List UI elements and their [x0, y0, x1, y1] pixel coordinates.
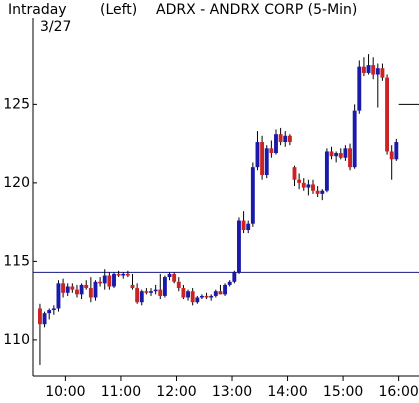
- candle-body: [297, 179, 302, 183]
- candle-body: [213, 291, 218, 296]
- candle-body: [56, 283, 61, 309]
- x-tick-label: 11:00: [101, 384, 141, 400]
- candle-body: [84, 284, 89, 289]
- candle-body: [264, 148, 269, 176]
- candle-body: [51, 308, 56, 311]
- candle-body: [107, 275, 112, 287]
- candle-body: [47, 310, 52, 314]
- candle-body: [343, 148, 348, 158]
- candle-body: [348, 148, 352, 168]
- candle-body: [385, 77, 390, 152]
- candle-body: [260, 142, 265, 176]
- candle-body: [125, 273, 130, 276]
- candle-body: [366, 65, 371, 73]
- candle-body: [79, 284, 84, 295]
- candle-body: [338, 153, 343, 158]
- period-label: Intraday: [8, 2, 67, 18]
- candle-body: [98, 281, 103, 284]
- candle-body: [88, 288, 93, 298]
- x-tick-label: 12:00: [156, 384, 196, 400]
- candle-body: [176, 281, 181, 289]
- candle-body: [153, 289, 158, 292]
- candle-body: [158, 289, 163, 296]
- candle-body: [195, 297, 200, 303]
- candle-body: [380, 68, 385, 78]
- x-tick-label: 10:00: [45, 384, 85, 400]
- candle-body: [223, 284, 228, 295]
- candle-body: [116, 273, 121, 276]
- candle-body: [311, 184, 315, 191]
- candle-body: [361, 66, 366, 73]
- candle-body: [139, 291, 144, 303]
- candle-body: [209, 295, 214, 298]
- candle-body: [75, 289, 79, 295]
- candle-body: [237, 220, 241, 273]
- candle-body: [269, 148, 274, 154]
- x-tick-label: 13:00: [212, 384, 252, 400]
- date-label: 3/27: [40, 19, 71, 35]
- candle-body: [186, 291, 190, 298]
- chart-title: ADRX - ANDRX CORP (5-Min): [156, 2, 357, 18]
- candle-body: [204, 295, 209, 298]
- candle-body: [70, 286, 75, 290]
- candle-body: [334, 153, 339, 157]
- candle-body: [324, 151, 329, 191]
- candle-body: [65, 286, 70, 293]
- candle-body: [315, 190, 320, 194]
- candle-body: [93, 281, 98, 298]
- candle-body: [167, 273, 172, 278]
- candle-body: [274, 134, 278, 154]
- candle-body: [162, 277, 167, 296]
- y-tick-label: 110: [3, 332, 30, 348]
- candle-body: [375, 68, 380, 75]
- candle-body: [320, 190, 325, 194]
- candle-body: [292, 167, 297, 180]
- candle-body: [172, 273, 177, 282]
- candle-body: [301, 182, 306, 188]
- candle-body: [241, 220, 246, 230]
- candle-body: [130, 284, 135, 289]
- candle-body: [278, 134, 283, 143]
- candle-body: [181, 288, 186, 298]
- candle-body: [135, 288, 140, 303]
- candle-body: [232, 272, 237, 282]
- candle-body: [227, 281, 232, 285]
- candle-body: [389, 151, 394, 160]
- candle-body: [357, 66, 362, 111]
- y-tick-label: 125: [3, 96, 30, 112]
- candle-body: [246, 223, 251, 230]
- axis-side-label: (Left): [100, 2, 137, 18]
- candle-body: [371, 65, 376, 75]
- candle-body: [306, 184, 311, 188]
- x-tick-label: 16:00: [378, 384, 418, 400]
- candle-body: [199, 295, 204, 298]
- candle-body: [287, 135, 292, 143]
- candle-body: [37, 308, 42, 325]
- candle-body: [218, 291, 223, 295]
- candle-body: [112, 273, 116, 287]
- candle-body: [144, 291, 149, 293]
- x-tick-label: 14:00: [267, 384, 307, 400]
- candle-body: [329, 151, 334, 157]
- candle-body: [121, 273, 126, 276]
- candle-body: [352, 110, 357, 168]
- candle-body: [283, 135, 288, 143]
- candle-body: [102, 275, 107, 284]
- x-tick-label: 15:00: [323, 384, 363, 400]
- candle-body: [149, 291, 153, 293]
- candle-body: [250, 167, 255, 224]
- y-tick-label: 115: [3, 253, 30, 269]
- candle-body: [190, 291, 195, 303]
- y-tick-label: 120: [3, 175, 30, 191]
- candle-body: [255, 142, 260, 168]
- candle-body: [61, 283, 66, 293]
- candle-body: [42, 313, 47, 325]
- candle-body: [394, 142, 399, 160]
